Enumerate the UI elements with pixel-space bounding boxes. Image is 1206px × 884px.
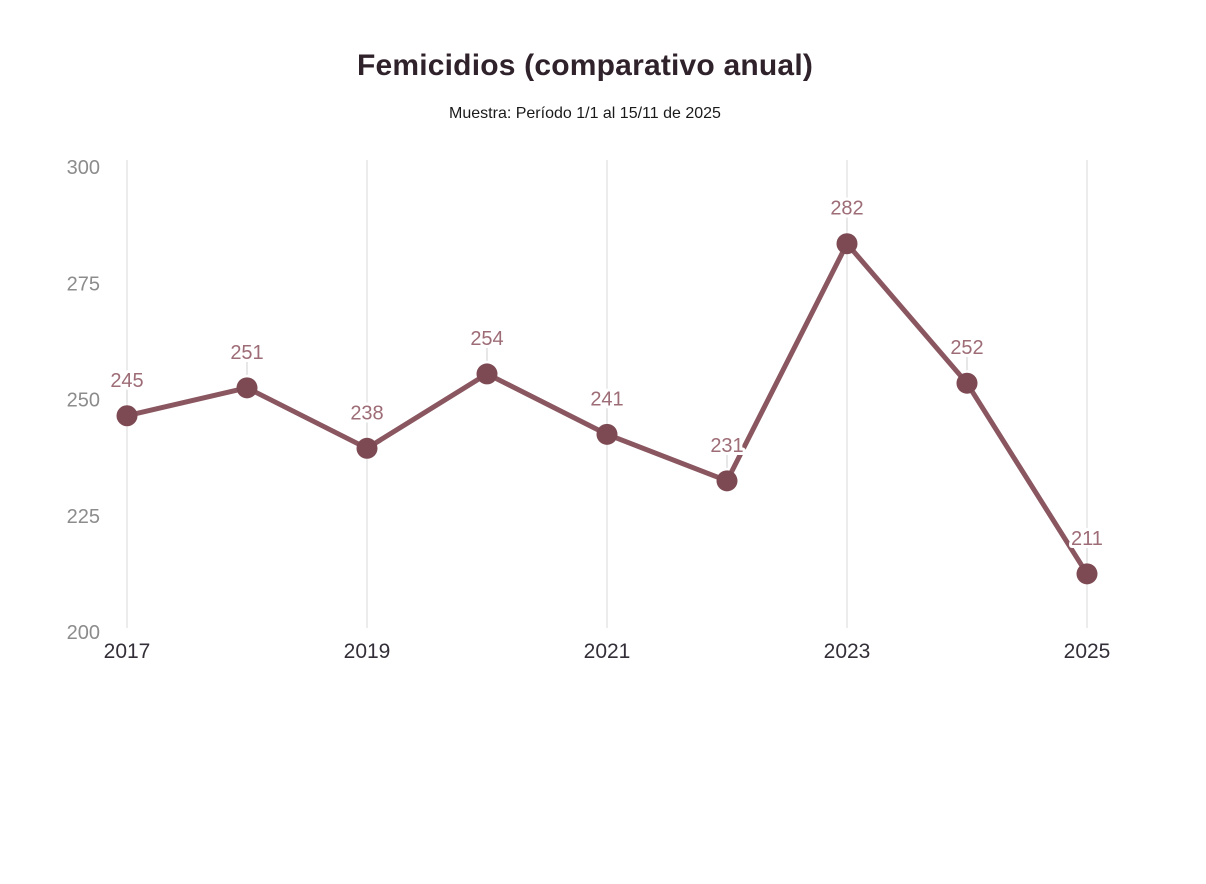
data-point-2017 [116,405,138,427]
x-axis-label-2023: 2023 [824,640,871,663]
x-axis-label-2021: 2021 [584,640,631,663]
data-point-2022 [716,470,738,492]
data-point-2023 [836,233,858,255]
point-label-2022: 231 [710,435,743,457]
data-point-2024 [956,372,978,394]
x-axis-label-2025: 2025 [1064,640,1111,663]
point-label-2020: 254 [470,328,503,350]
y-axis-label-300: 300 [67,157,100,179]
data-point-2020 [476,363,498,385]
x-axis-label-2017: 2017 [104,640,151,663]
y-axis-label-275: 275 [67,273,100,295]
data-point-2025 [1076,563,1098,585]
point-label-2024: 252 [950,337,983,359]
data-point-2018 [236,377,258,399]
data-point-2019 [356,437,378,459]
y-axis-label-225: 225 [67,506,100,528]
point-label-2019: 238 [350,402,383,424]
point-label-2018: 251 [230,342,263,364]
x-axis-label-2019: 2019 [344,640,391,663]
data-point-2021 [596,423,618,445]
point-label-2025: 211 [1071,528,1103,550]
y-axis-label-250: 250 [67,390,100,412]
point-label-2021: 241 [590,388,623,410]
point-label-2023: 282 [830,198,863,220]
y-axis-label-200: 200 [67,622,100,644]
point-label-2017: 245 [110,370,143,392]
